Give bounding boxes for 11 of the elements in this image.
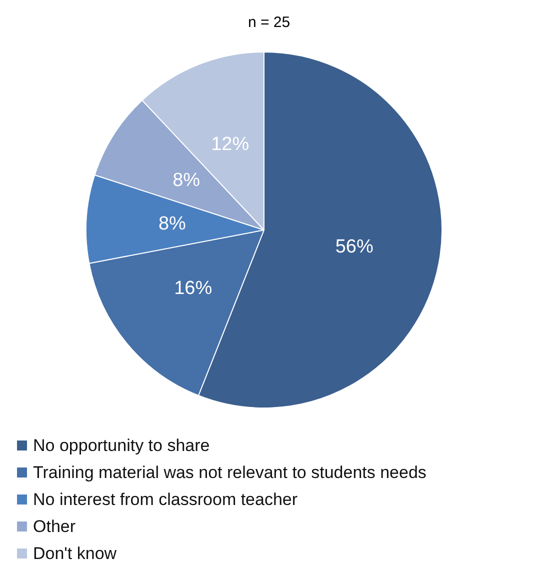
legend-label: No interest from classroom teacher <box>33 490 298 509</box>
legend-label: No opportunity to share <box>33 436 210 455</box>
data-label: 16% <box>174 278 212 300</box>
chart-title: n = 25 <box>248 14 290 31</box>
legend-label: Don't know <box>33 544 118 563</box>
data-label: 12% <box>211 134 250 155</box>
data-label: 56% <box>335 236 374 258</box>
data-label: 8% <box>172 170 200 192</box>
legend-label: Training material was not relevant to students needs <box>33 463 426 482</box>
data-label: 8% <box>158 214 186 235</box>
legend-label: Other <box>33 517 76 536</box>
